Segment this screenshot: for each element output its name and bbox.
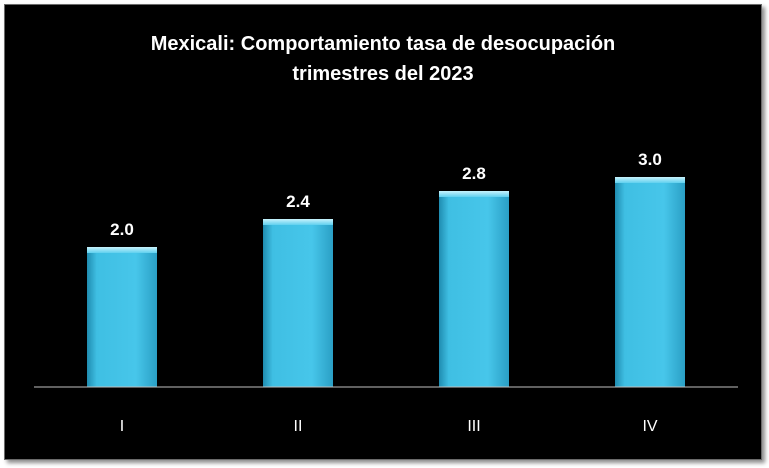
x-tick-label-4: IV xyxy=(642,418,657,435)
bar-1 xyxy=(87,247,157,387)
bar-2-highlight xyxy=(263,219,333,225)
chart-title: Mexicali: Comportamiento tasa de desocup… xyxy=(150,33,616,55)
x-tick-label-1: I xyxy=(120,418,124,435)
bar-4 xyxy=(615,177,685,387)
data-label-1: 2.0 xyxy=(110,220,134,239)
x-tick-label-3: III xyxy=(467,418,480,435)
chart-subtitle: trimestres del 2023 xyxy=(292,63,474,85)
bar-2 xyxy=(263,219,333,387)
bar-3 xyxy=(439,191,509,387)
bars-layer xyxy=(87,177,685,387)
bar-4-highlight xyxy=(615,177,685,183)
data-label-4: 3.0 xyxy=(638,150,662,169)
labels-layer: 2.0 I 2.4 II 2.8 III 3.0 IV xyxy=(110,150,662,435)
bar-chart-plot: 2.0 I 2.4 II 2.8 III 3.0 IV xyxy=(34,150,738,435)
data-label-2: 2.4 xyxy=(286,192,310,211)
chart-panel: Mexicali: Comportamiento tasa de desocup… xyxy=(4,4,762,460)
data-label-3: 2.8 xyxy=(462,164,486,183)
bar-3-highlight xyxy=(439,191,509,197)
bar-1-highlight xyxy=(87,247,157,253)
x-tick-label-2: II xyxy=(294,418,303,435)
